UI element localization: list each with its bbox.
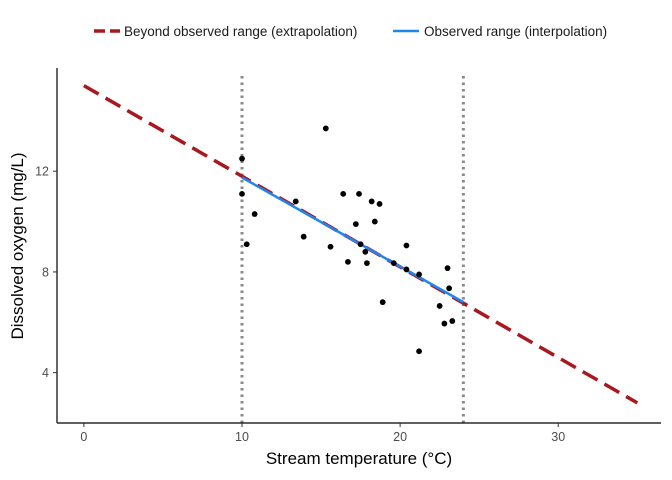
y-tick-label-8: 8 [42,265,49,279]
data-point-18 [379,299,386,306]
data-point-12 [357,241,364,248]
data-point-13 [362,248,369,255]
data-point-17 [376,201,383,207]
legend-label-interpolation: Observed range (interpolation) [424,24,607,39]
data-point-10 [352,221,359,227]
x-tick-label-0: 0 [80,430,87,444]
y-axis-title: Dissolved oxygen (mg/L) [8,152,27,339]
legend-label-extrapolation: Beyond observed range (extrapolation) [124,24,357,39]
data-point-24 [436,303,443,309]
data-point-6 [322,125,329,132]
x-tick-label-10: 10 [235,430,249,444]
data-point-4 [292,198,299,205]
data-point-15 [368,198,375,205]
data-point-1 [239,190,245,197]
x-tick-label-30: 30 [551,430,565,444]
data-point-2 [243,241,250,248]
data-point-14 [364,260,370,267]
data-point-20 [403,242,410,249]
x-tick-label-20: 20 [393,430,407,444]
data-point-28 [449,318,456,324]
data-point-19 [390,260,397,267]
data-point-5 [300,233,307,240]
data-point-22 [416,271,422,278]
data-point-8 [340,190,347,197]
data-point-25 [441,320,448,327]
data-point-16 [371,218,378,225]
data-point-7 [327,243,334,250]
series-line-interpolation [241,176,464,304]
data-point-27 [446,285,453,292]
axes: 0 10 20 30 4 8 12 [35,68,661,444]
legend: Beyond observed range (extrapolation) Ob… [94,24,607,39]
y-tick-label-12: 12 [35,165,49,179]
data-point-21 [403,266,410,273]
data-point-3 [251,211,258,217]
plot-area [83,76,639,423]
data-point-9 [345,258,351,265]
data-point-26 [444,265,451,272]
x-axis-title: Stream temperature (°C) [266,449,452,468]
y-tick-label-4: 4 [42,366,49,380]
data-point-0 [239,155,245,162]
data-point-11 [356,190,362,197]
series-line-extrapolation [83,84,639,405]
data-point-23 [416,348,422,355]
